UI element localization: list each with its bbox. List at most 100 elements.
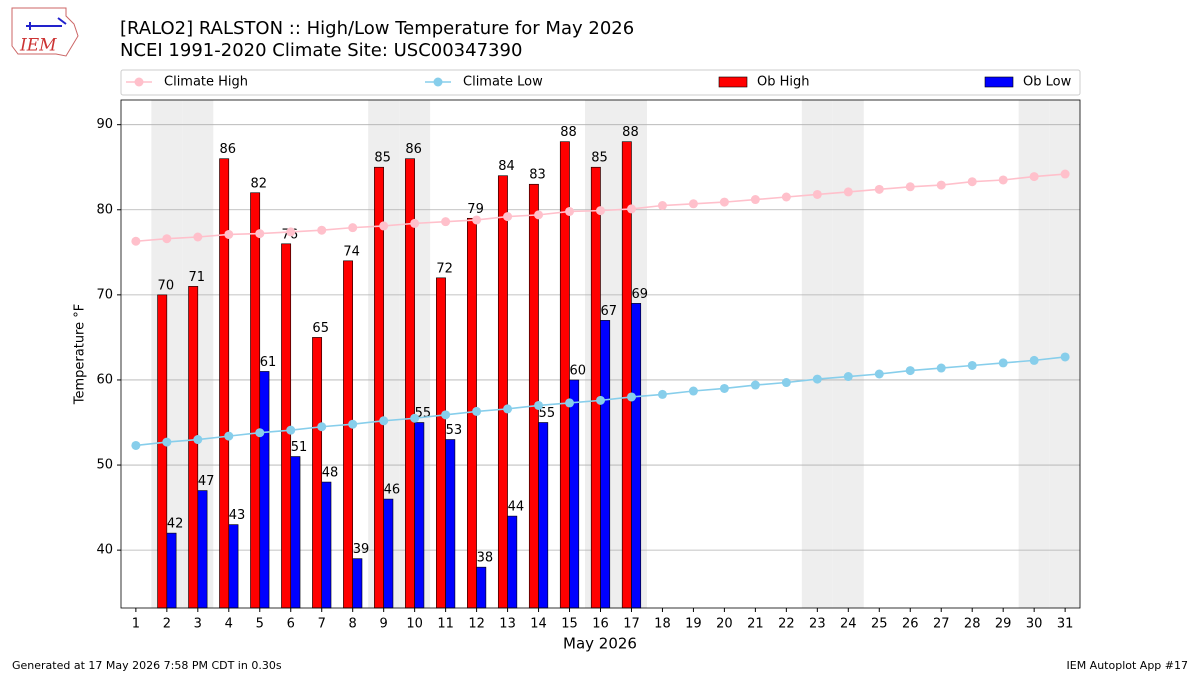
bar [321, 481, 332, 609]
point [843, 372, 853, 382]
data-label: 55 [539, 406, 556, 421]
x-tick-label: 10 [406, 617, 423, 632]
weekend-shade [801, 100, 833, 608]
point [657, 389, 667, 399]
bar [538, 422, 549, 609]
x-tick-label: 25 [871, 617, 888, 632]
y-axis-label: Temperature °F [73, 304, 88, 405]
x-tick-label: 27 [933, 617, 950, 632]
bar [352, 558, 363, 609]
logo-icon [26, 17, 67, 30]
data-label: 51 [291, 440, 308, 455]
point [162, 234, 172, 244]
x-tick-label: 4 [225, 617, 233, 632]
legend-label: Ob High [757, 75, 810, 90]
point [255, 229, 265, 239]
bar [569, 379, 580, 609]
y-tick-label: 70 [96, 287, 113, 302]
point [781, 192, 791, 202]
data-label: 60 [570, 363, 587, 378]
bar [197, 490, 208, 609]
bar [497, 175, 508, 609]
point [688, 386, 698, 396]
data-label: 84 [498, 159, 515, 174]
point [348, 223, 358, 233]
bar [312, 337, 323, 609]
bar [157, 294, 168, 609]
point [503, 404, 513, 414]
data-label: 83 [529, 168, 546, 183]
logo-text: IEM [19, 36, 57, 56]
footer-right: IEM Autoplot App #17 [1067, 659, 1189, 672]
x-tick-label: 22 [778, 617, 795, 632]
point [936, 363, 946, 373]
point [626, 392, 636, 402]
point [379, 416, 389, 426]
legend-marker [433, 77, 443, 87]
x-tick-label: 5 [256, 617, 264, 632]
point [472, 215, 482, 225]
point [224, 229, 234, 239]
bar [383, 498, 394, 609]
bar [631, 303, 642, 609]
bar [436, 277, 446, 609]
y-tick-label: 90 [96, 117, 113, 132]
legend-label: Ob Low [1023, 75, 1072, 90]
point [162, 437, 172, 447]
point [534, 400, 544, 410]
legend-label: Climate Low [463, 75, 543, 90]
data-label: 61 [260, 355, 277, 370]
x-tick-label: 23 [809, 617, 826, 632]
bar [343, 260, 353, 609]
x-tick-label: 21 [747, 617, 764, 632]
bar [600, 320, 611, 609]
logo: IEM [11, 7, 79, 57]
data-label: 43 [229, 508, 246, 523]
point [657, 201, 667, 211]
bar [528, 183, 539, 609]
point [534, 210, 544, 220]
x-tick-label: 29 [995, 617, 1012, 632]
weekend-shade [832, 100, 864, 608]
data-label: 38 [477, 551, 494, 566]
data-label: 88 [560, 125, 577, 140]
bar [290, 456, 301, 609]
data-label: 39 [353, 542, 370, 557]
bar [219, 158, 230, 609]
x-tick-label: 2 [163, 617, 171, 632]
bar [476, 566, 487, 609]
legend-label: Climate High [164, 75, 248, 90]
point [565, 398, 575, 408]
data-label: 71 [189, 270, 206, 285]
x-tick-label: 3 [194, 617, 202, 632]
chart-title: [RALO2] RALSTON :: High/Low Temperature … [120, 18, 634, 39]
point [596, 395, 605, 405]
footer-left: Generated at 17 May 2026 7:58 PM CDT in … [12, 659, 282, 672]
point [812, 374, 822, 384]
bar [507, 515, 518, 609]
point [348, 419, 358, 429]
point [286, 227, 296, 237]
point [441, 410, 451, 420]
x-tick-label: 8 [349, 617, 357, 632]
point [967, 360, 977, 370]
legend-box [120, 69, 1081, 96]
data-label: 46 [384, 483, 401, 498]
point [1029, 172, 1039, 182]
plot-frame [120, 99, 1081, 609]
y-tick-label: 40 [96, 543, 113, 558]
data-label: 70 [158, 278, 175, 293]
point [750, 195, 760, 205]
point [379, 221, 389, 231]
x-tick-label: 31 [1057, 617, 1074, 632]
point [224, 431, 234, 441]
point [905, 182, 915, 192]
point [410, 413, 420, 423]
point [719, 383, 729, 393]
x-tick-label: 14 [530, 617, 547, 632]
point [317, 225, 327, 235]
point [843, 187, 853, 197]
x-tick-label: 20 [716, 617, 733, 632]
bar [228, 524, 239, 609]
